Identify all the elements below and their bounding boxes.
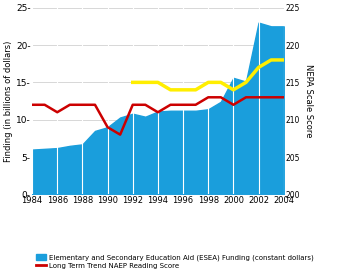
Y-axis label: Finding (in billions of dollars): Finding (in billions of dollars) [4, 40, 13, 162]
Legend: Elementary and Secondary Education Aid (ESEA) Funding (constant dollars), Long T: Elementary and Secondary Education Aid (… [36, 254, 313, 270]
Y-axis label: NEPA Scale Score: NEPA Scale Score [304, 64, 313, 138]
